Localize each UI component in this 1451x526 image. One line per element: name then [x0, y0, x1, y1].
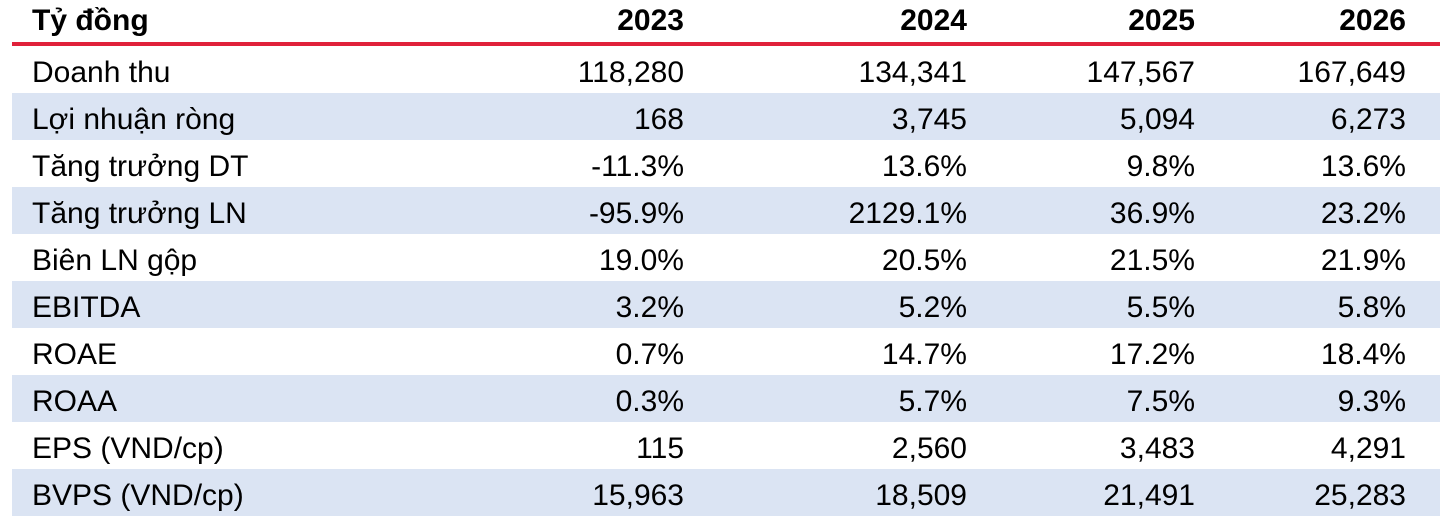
row-value-2025: 147,567	[1086, 56, 1195, 89]
row-value-2026: 21.9%	[1320, 244, 1406, 277]
header-year-2026: 2026	[1339, 4, 1406, 37]
row-value-2024: 13.6%	[881, 150, 967, 183]
row-value-2023: 0.7%	[615, 338, 684, 371]
table-row: Tăng trưởng LN -95.9% 2129.1% 36.9% 23.2…	[12, 187, 1440, 234]
row-value-2024: 3,745	[891, 103, 967, 136]
row-value-2024: 2129.1%	[848, 197, 967, 230]
row-value-2024: 134,341	[858, 56, 967, 89]
row-value-2023: 115	[636, 432, 684, 465]
row-value-2025: 5,094	[1119, 103, 1195, 136]
row-value-2023: 168	[633, 103, 684, 136]
row-label: Lợi nhuận ròng	[32, 103, 236, 136]
row-label: ROAE	[32, 338, 118, 371]
row-value-2025: 5.5%	[1126, 291, 1195, 324]
header-year-2025: 2025	[1128, 4, 1195, 37]
financial-summary-table: Tỷ đồng 2023 2024 2025 2026 Doanh thu 11…	[12, 0, 1440, 516]
row-value-2023: 19.0%	[598, 244, 684, 277]
row-value-2024: 18,509	[875, 479, 967, 512]
table-row: EBITDA 3.2% 5.2% 5.5% 5.8%	[12, 281, 1440, 328]
table-row: Biên LN gộp 19.0% 20.5% 21.5% 21.9%	[12, 234, 1440, 281]
row-value-2026: 6,273	[1330, 103, 1406, 136]
table-row: ROAA 0.3% 5.7% 7.5% 9.3%	[12, 375, 1440, 422]
table-row: Lợi nhuận ròng 168 3,745 5,094 6,273	[12, 93, 1440, 140]
row-value-2026: 23.2%	[1320, 197, 1406, 230]
row-label: EBITDA	[32, 291, 141, 324]
row-value-2024: 2,560	[891, 432, 967, 465]
table-header-row: Tỷ đồng 2023 2024 2025 2026	[12, 0, 1440, 46]
table-row: Tăng trưởng DT -11.3% 13.6% 9.8% 13.6%	[12, 140, 1440, 187]
row-value-2026: 4,291	[1330, 432, 1406, 465]
row-value-2026: 18.4%	[1320, 338, 1406, 371]
table-row: EPS (VND/cp) 115 2,560 3,483 4,291	[12, 422, 1440, 469]
row-value-2026: 25,283	[1314, 479, 1406, 512]
row-value-2023: 15,963	[592, 479, 684, 512]
header-unit-label: Tỷ đồng	[32, 4, 149, 37]
row-value-2024: 5.2%	[898, 291, 967, 324]
row-label: EPS (VND/cp)	[32, 432, 224, 465]
row-value-2025: 17.2%	[1109, 338, 1195, 371]
row-value-2023: 118,280	[577, 56, 684, 89]
row-value-2025: 36.9%	[1109, 197, 1195, 230]
row-value-2026: 9.3%	[1337, 385, 1406, 418]
table-row: ROAE 0.7% 14.7% 17.2% 18.4%	[12, 328, 1440, 375]
row-label: ROAA	[32, 385, 118, 418]
row-value-2025: 21.5%	[1109, 244, 1195, 277]
header-year-2023: 2023	[617, 4, 684, 37]
row-label: Tăng trưởng LN	[32, 197, 247, 230]
row-value-2025: 3,483	[1119, 432, 1195, 465]
table-row: BVPS (VND/cp) 15,963 18,509 21,491 25,28…	[12, 469, 1440, 516]
row-value-2024: 5.7%	[898, 385, 967, 418]
row-label: BVPS (VND/cp)	[32, 479, 244, 512]
row-value-2024: 14.7%	[881, 338, 967, 371]
row-value-2023: -11.3%	[591, 150, 684, 183]
row-value-2023: 3.2%	[615, 291, 684, 324]
row-value-2023: 0.3%	[615, 385, 684, 418]
row-value-2025: 9.8%	[1126, 150, 1195, 183]
row-value-2024: 20.5%	[881, 244, 967, 277]
row-value-2023: -95.9%	[588, 197, 684, 230]
row-label: Doanh thu	[32, 56, 171, 89]
row-value-2026: 167,649	[1297, 56, 1406, 89]
row-value-2026: 13.6%	[1320, 150, 1406, 183]
row-label: Biên LN gộp	[32, 244, 198, 277]
row-value-2025: 7.5%	[1126, 385, 1195, 418]
row-value-2026: 5.8%	[1337, 291, 1406, 324]
row-value-2025: 21,491	[1103, 479, 1195, 512]
table-row: Doanh thu 118,280 134,341 147,567 167,64…	[12, 46, 1440, 93]
header-year-2024: 2024	[900, 4, 967, 37]
row-label: Tăng trưởng DT	[32, 150, 249, 183]
